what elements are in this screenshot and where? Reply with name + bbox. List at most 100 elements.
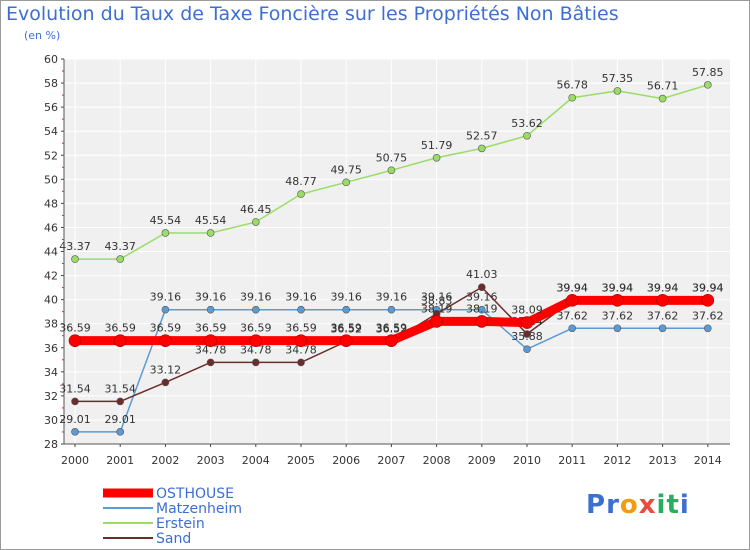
data-label: 39.16 (330, 291, 362, 304)
data-label: 45.54 (150, 214, 182, 227)
data-point (339, 334, 353, 347)
data-label: 39.94 (602, 281, 634, 294)
data-label: 45.54 (195, 214, 227, 227)
data-point (430, 315, 443, 328)
x-tick-label: 2006 (332, 454, 360, 467)
data-point (297, 358, 305, 367)
chart-title: Evolution du Taux de Taxe Foncière sur l… (6, 3, 619, 25)
data-point (658, 324, 667, 333)
data-label: 38.83 (421, 295, 453, 308)
data-point (71, 428, 79, 436)
data-point (294, 334, 308, 347)
y-tick-label: 56 (44, 101, 58, 114)
x-tick-label: 2013 (649, 454, 677, 467)
data-point (387, 166, 396, 175)
data-label: 29.01 (59, 413, 91, 426)
data-label: 38.09 (511, 304, 543, 317)
data-point (477, 283, 486, 292)
data-label: 38.19 (421, 302, 453, 315)
data-label: 37.62 (647, 309, 679, 322)
x-tick-label: 2004 (242, 454, 270, 467)
data-label: 36.59 (240, 322, 272, 335)
data-label: 36.59 (376, 322, 408, 335)
data-point (71, 255, 79, 263)
x-tick-label: 2002 (151, 454, 179, 467)
data-label: 39.94 (692, 281, 724, 294)
data-point (116, 428, 124, 436)
data-point (703, 324, 712, 333)
data-point (385, 334, 398, 347)
y-tick-label: 60 (44, 53, 58, 66)
legend-label-matzenheim: Matzenheim (156, 501, 242, 517)
data-label: 51.79 (421, 139, 453, 152)
data-point (342, 305, 351, 314)
y-tick-label: 54 (44, 125, 58, 138)
brand-letter: o (619, 490, 639, 520)
data-point (206, 229, 215, 237)
data-point (477, 144, 486, 153)
data-point (116, 397, 124, 406)
x-tick-label: 2010 (513, 454, 541, 467)
data-point (520, 316, 534, 329)
data-point (611, 294, 624, 307)
data-point (565, 294, 579, 307)
data-label: 57.85 (692, 66, 724, 79)
x-tick-label: 2007 (377, 454, 405, 467)
brand-logo: Proxiti (586, 490, 690, 520)
series-erstein: 43.37 43.37 45.54 45.54 46.45 48.77 49.75 50.75… (59, 66, 724, 263)
data-point (206, 305, 215, 314)
data-label: 34.78 (195, 343, 227, 356)
data-label: 36.59 (104, 322, 136, 335)
data-point (523, 345, 531, 353)
data-label: 39.94 (602, 281, 634, 294)
data-label: 36.59 (330, 322, 362, 335)
y-tick-label: 48 (44, 197, 58, 210)
data-label: 43.37 (104, 240, 136, 253)
data-label: 56.78 (556, 79, 588, 92)
data-label: 31.54 (104, 382, 136, 395)
data-label: 33.12 (150, 363, 182, 376)
data-point (701, 294, 715, 307)
chart-unit-label: (en %) (24, 29, 61, 42)
brand-letter: r (606, 490, 620, 520)
x-tick-label: 2005 (287, 454, 315, 467)
data-label: 34.78 (240, 343, 272, 356)
data-label: 39.16 (150, 291, 182, 304)
data-label: 50.75 (376, 151, 408, 164)
data-point (252, 358, 260, 367)
data-label: 39.94 (692, 281, 724, 294)
legend-label-osthouse: OSTHOUSE (156, 486, 234, 502)
data-label: 39.94 (556, 281, 588, 294)
y-tick-label: 50 (44, 173, 58, 186)
data-label: 37.62 (602, 309, 634, 322)
data-point (116, 255, 124, 263)
data-label: 52.57 (466, 129, 498, 142)
y-tick-label: 44 (44, 246, 58, 259)
data-point (161, 229, 170, 237)
brand-letter: i (656, 490, 667, 520)
data-point (252, 218, 260, 226)
data-point (656, 294, 669, 307)
data-label: 29.01 (104, 413, 136, 426)
legend-label-erstein: Erstein (156, 516, 205, 532)
x-tick-label: 2014 (694, 454, 722, 467)
y-tick-label: 52 (44, 149, 58, 162)
data-label: 34.78 (285, 343, 317, 356)
brand-letter: i (679, 490, 690, 520)
y-tick-label: 46 (44, 221, 58, 234)
y-tick-label: 58 (44, 77, 58, 90)
data-label: 43.37 (59, 240, 91, 253)
data-label: 56.71 (647, 80, 679, 93)
data-point (206, 358, 215, 367)
data-label: 39.16 (376, 291, 408, 304)
x-tick-label: 2008 (423, 454, 451, 467)
data-label: 48.77 (285, 175, 317, 188)
y-tick-label: 28 (44, 438, 58, 451)
data-point (71, 397, 79, 406)
y-tick-label: 40 (44, 294, 58, 307)
data-point (568, 324, 577, 333)
data-point (159, 334, 172, 347)
data-point (613, 87, 622, 95)
data-label: 53.62 (511, 117, 543, 130)
